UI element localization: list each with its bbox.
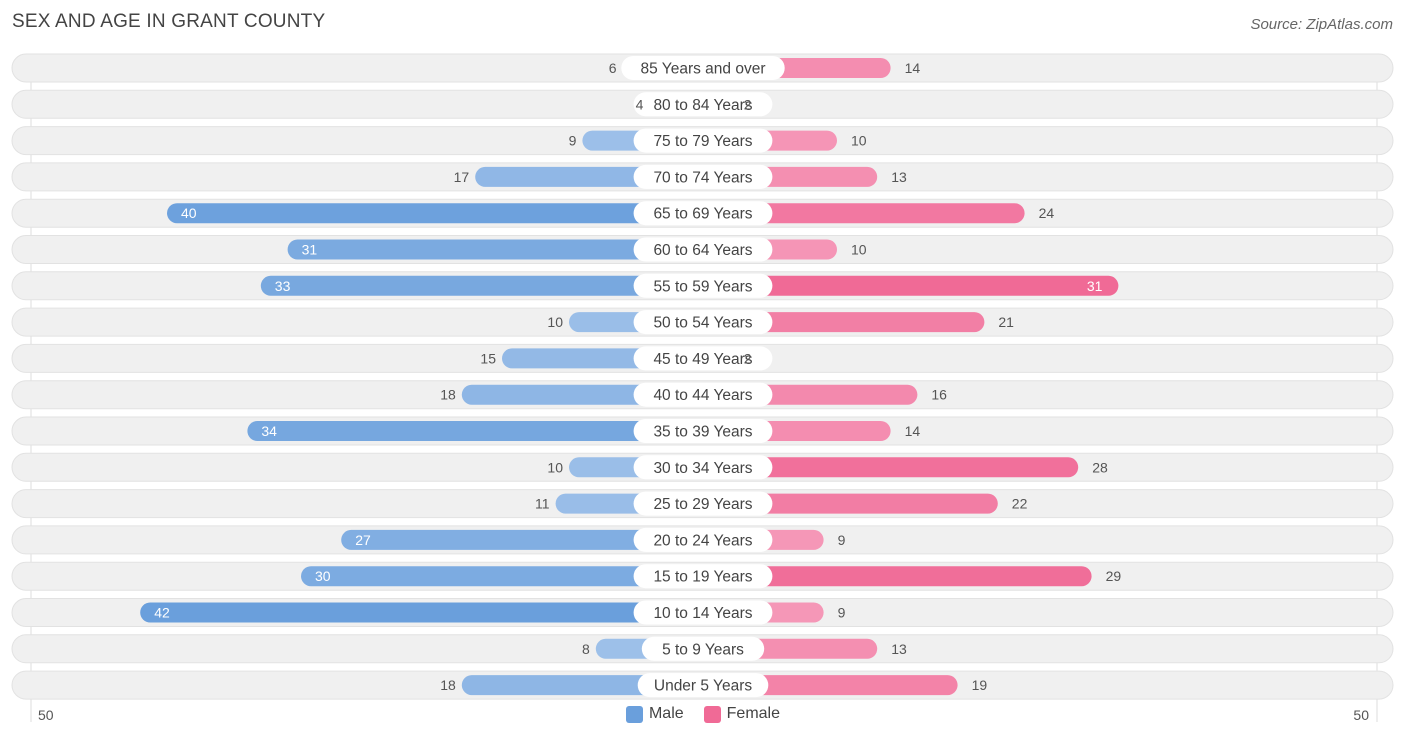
- value-label-male: 42: [154, 605, 170, 621]
- value-label-male: 18: [440, 387, 456, 403]
- category-label: 5 to 9 Years: [662, 641, 744, 658]
- bar-male: [301, 566, 713, 587]
- value-label-female: 10: [851, 242, 867, 258]
- bar-female: [693, 566, 1092, 587]
- category-pill: [633, 491, 773, 516]
- value-label-female: 10: [851, 133, 867, 149]
- category-pill: [633, 455, 773, 480]
- value-label-female: 9: [838, 532, 846, 548]
- category-pill: [633, 346, 773, 371]
- value-label-male: 31: [302, 242, 318, 258]
- value-label-female: 24: [1039, 205, 1055, 221]
- category-pill: [633, 92, 773, 117]
- value-label-female: 29: [1106, 568, 1122, 584]
- category-label: 50 to 54 Years: [653, 315, 752, 332]
- category-pill: [641, 636, 765, 661]
- category-pill: [633, 527, 773, 552]
- chart-source: Source: ZipAtlas.com: [1250, 16, 1393, 33]
- value-label-female: 9: [838, 605, 846, 621]
- value-label-female: 14: [905, 423, 921, 439]
- category-label: 35 to 39 Years: [653, 424, 752, 441]
- bar-male: [260, 275, 713, 296]
- category-pill: [633, 128, 773, 153]
- category-label: 55 to 59 Years: [653, 278, 752, 295]
- value-label-male: 34: [261, 423, 277, 439]
- value-label-male: 10: [547, 459, 563, 475]
- bar-male: [167, 203, 713, 224]
- category-label: 80 to 84 Years: [653, 97, 752, 114]
- category-label: 20 to 24 Years: [653, 532, 752, 549]
- category-label: 25 to 29 Years: [653, 496, 752, 513]
- value-label-female: 28: [1092, 459, 1108, 475]
- bar-male: [287, 239, 713, 260]
- value-label-female: 31: [1087, 278, 1103, 294]
- category-pill: [637, 673, 769, 698]
- category-pill: [633, 310, 773, 335]
- value-label-female: 2: [744, 96, 752, 112]
- category-label: 40 to 44 Years: [653, 387, 752, 404]
- value-label-female: 2: [744, 350, 752, 366]
- legend-item-male[interactable]: Male: [625, 705, 684, 723]
- category-label: Under 5 Years: [654, 678, 752, 695]
- legend-swatch-female: [703, 705, 721, 723]
- value-label-male: 8: [582, 641, 590, 657]
- category-label: 45 to 49 Years: [653, 351, 752, 368]
- value-label-male: 33: [275, 278, 291, 294]
- category-pill: [633, 564, 773, 589]
- legend-label-female: Female: [726, 705, 781, 722]
- value-label-male: 18: [440, 677, 456, 693]
- category-pill: [633, 419, 773, 443]
- category-label: 70 to 74 Years: [653, 169, 752, 186]
- value-label-female: 19: [972, 677, 988, 693]
- value-label-female: 14: [905, 60, 921, 76]
- bar-female: [693, 457, 1079, 478]
- legend-item-female[interactable]: Female: [703, 705, 781, 723]
- value-label-male: 9: [569, 133, 577, 149]
- category-label: 85 Years and over: [641, 61, 766, 78]
- value-label-male: 4: [636, 96, 644, 112]
- category-pill: [633, 237, 773, 262]
- value-label-female: 13: [891, 641, 907, 657]
- bar-male: [247, 421, 713, 441]
- category-pill: [621, 56, 785, 80]
- legend-label-male: Male: [648, 705, 684, 722]
- category-pill: [633, 164, 773, 189]
- category-pill: [633, 273, 773, 298]
- category-label: 60 to 64 Years: [653, 242, 752, 259]
- category-label: 10 to 14 Years: [653, 605, 752, 622]
- category-label: 30 to 34 Years: [653, 460, 752, 477]
- category-label: 15 to 19 Years: [653, 569, 752, 586]
- value-label-male: 6: [609, 60, 617, 76]
- value-label-female: 16: [931, 387, 947, 403]
- bar-male: [341, 529, 713, 550]
- category-pill: [633, 382, 773, 407]
- value-label-male: 17: [454, 169, 470, 185]
- value-label-female: 22: [1012, 496, 1028, 512]
- legend: Male Female: [0, 705, 1406, 723]
- value-label-male: 27: [355, 532, 371, 548]
- value-label-male: 11: [535, 496, 550, 512]
- axis-label-right: 50: [1353, 707, 1369, 723]
- value-label-male: 30: [315, 568, 331, 584]
- category-label: 75 to 79 Years: [653, 133, 752, 150]
- chart-title: SEX AND AGE IN GRANT COUNTY: [12, 11, 326, 32]
- value-label-male: 40: [181, 205, 197, 221]
- value-label-female: 21: [998, 314, 1014, 330]
- bar-female: [693, 203, 1025, 224]
- value-label-female: 13: [891, 169, 907, 185]
- category-label: 65 to 69 Years: [653, 206, 752, 223]
- legend-swatch-male: [625, 705, 643, 723]
- bar-male: [140, 602, 713, 623]
- bar-female: [693, 275, 1119, 296]
- category-pill: [633, 600, 773, 625]
- category-pill: [633, 201, 773, 226]
- value-label-male: 10: [547, 314, 563, 330]
- value-label-male: 15: [480, 350, 496, 366]
- axis-label-left: 50: [38, 707, 54, 723]
